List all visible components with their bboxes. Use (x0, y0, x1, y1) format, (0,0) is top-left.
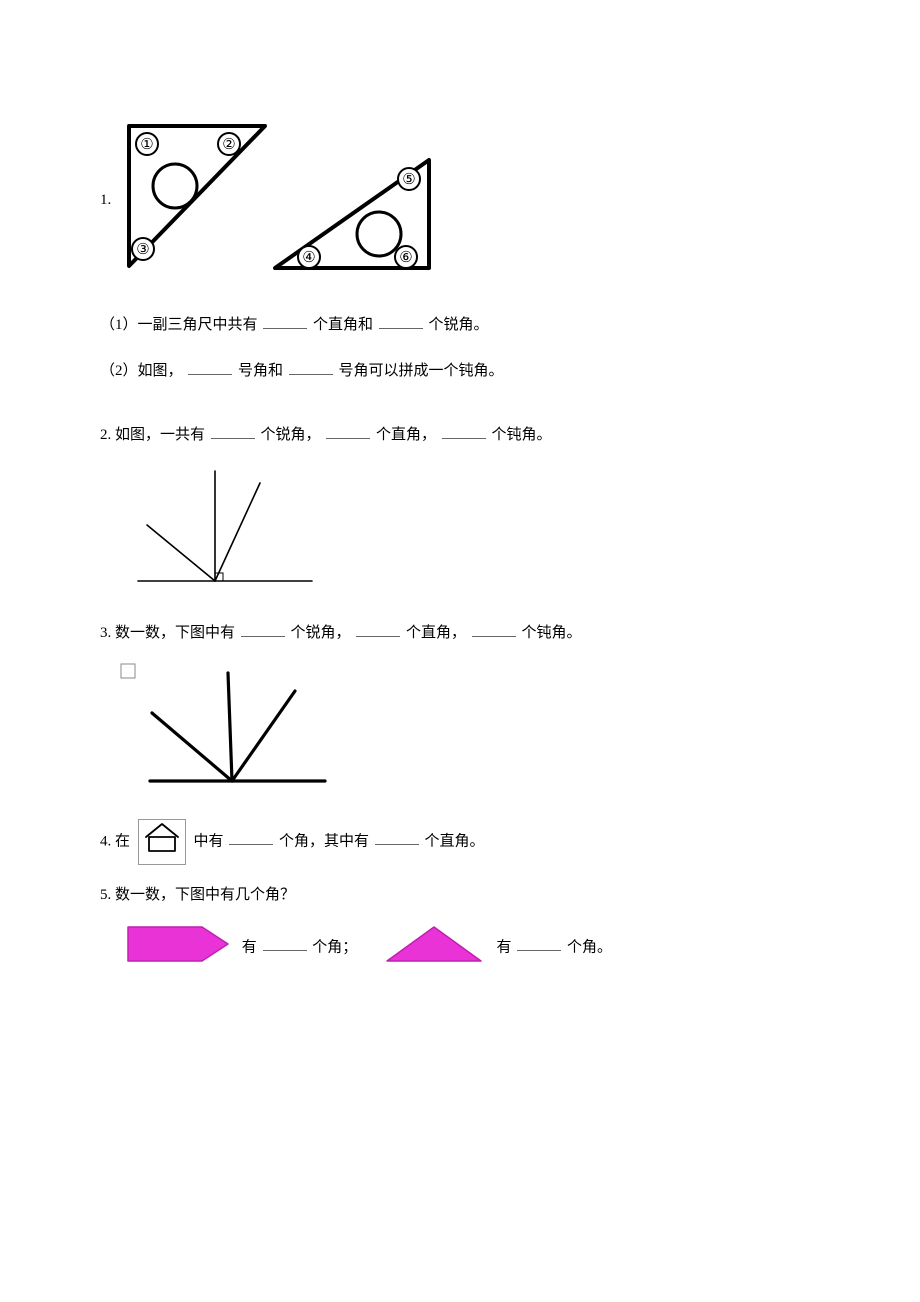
q4-blank1[interactable] (229, 830, 273, 845)
svg-text:⑥: ⑥ (399, 250, 412, 266)
svg-text:②: ② (222, 137, 235, 153)
q5-t: 数一数，下图中有几个角？ (115, 887, 295, 903)
q1-p2-blank2[interactable] (289, 360, 333, 375)
q3-blank2[interactable] (356, 622, 400, 637)
q3-label: 3. (100, 625, 111, 641)
q3-text: 3. 数一数，下图中有 个锐角， 个直角， 个钝角。 (100, 621, 880, 645)
q1-p2-blank1[interactable] (188, 360, 232, 375)
q5-pentagon (124, 921, 234, 975)
q5-label: 5. (100, 887, 111, 903)
q3-a: 数一数，下图中有 (115, 625, 235, 641)
svg-text:⑤: ⑤ (402, 172, 415, 188)
q4-c: 个角，其中有 (279, 833, 369, 849)
q5-d: 个角。 (567, 939, 612, 955)
q4-d: 个直角。 (425, 833, 485, 849)
q1-part2: （2）如图， 号角和 号角可以拼成一个钝角。 (100, 359, 880, 383)
q2-blank1[interactable] (211, 424, 255, 439)
q1-part1: （1）一副三角尺中共有 个直角和 个锐角。 (100, 313, 880, 337)
q3-b: 个锐角， (291, 625, 351, 641)
q4-a: 在 (115, 833, 130, 849)
q5-c: 有 (497, 939, 512, 955)
q5-text: 5. 数一数，下图中有几个角？ (100, 883, 880, 907)
q2-label: 2. (100, 427, 111, 443)
svg-text:④: ④ (302, 250, 315, 266)
q4-text: 4. 在 中有 个角，其中有 个直角。 (100, 819, 880, 865)
q1-p1-blank1[interactable] (263, 314, 307, 329)
q4-b: 中有 (194, 833, 224, 849)
q2-a: 如图，一共有 (115, 427, 205, 443)
q4-label: 4. (100, 833, 111, 849)
q3-d: 个钝角。 (522, 625, 582, 641)
q2-b: 个锐角， (261, 427, 321, 443)
q1-p1-blank2[interactable] (379, 314, 423, 329)
q3-blank3[interactable] (472, 622, 516, 637)
q4-figure (138, 819, 186, 865)
q3-c: 个直角， (406, 625, 466, 641)
q1-row: 1. ① ② ③ ④ ⑤ ⑥ (100, 114, 880, 287)
q2-text: 2. 如图，一共有 个锐角， 个直角， 个钝角。 (100, 423, 880, 447)
q1-p1-a: （1）一副三角尺中共有 (100, 317, 258, 333)
q2-c: 个直角， (376, 427, 436, 443)
q5-blank1[interactable] (263, 936, 307, 951)
svg-text:①: ① (140, 137, 153, 153)
q4-blank2[interactable] (375, 830, 419, 845)
q1-label: 1. (100, 192, 111, 208)
q1-p2-b: 号角和 (238, 363, 283, 379)
q2-d: 个钝角。 (492, 427, 552, 443)
q3-figure (120, 663, 880, 793)
q1-figure: ① ② ③ ④ ⑤ ⑥ (119, 114, 439, 287)
q5-blank2[interactable] (517, 936, 561, 951)
q5-a: 有 (242, 939, 257, 955)
q1-p1-b: 个直角和 (313, 317, 373, 333)
q1-p2-c: 号角可以拼成一个钝角。 (339, 363, 504, 379)
svg-text:③: ③ (136, 242, 149, 258)
q2-blank3[interactable] (442, 424, 486, 439)
q1-p1-c: 个锐角。 (429, 317, 489, 333)
q2-blank2[interactable] (326, 424, 370, 439)
q5-triangle (379, 921, 489, 975)
q5-row: 有 个角； 有 个角。 (120, 921, 880, 975)
q5-b: 个角； (312, 939, 357, 955)
q1-p2-a: （2）如图， (100, 363, 183, 379)
q3-blank1[interactable] (241, 622, 285, 637)
q2-figure (120, 465, 880, 595)
